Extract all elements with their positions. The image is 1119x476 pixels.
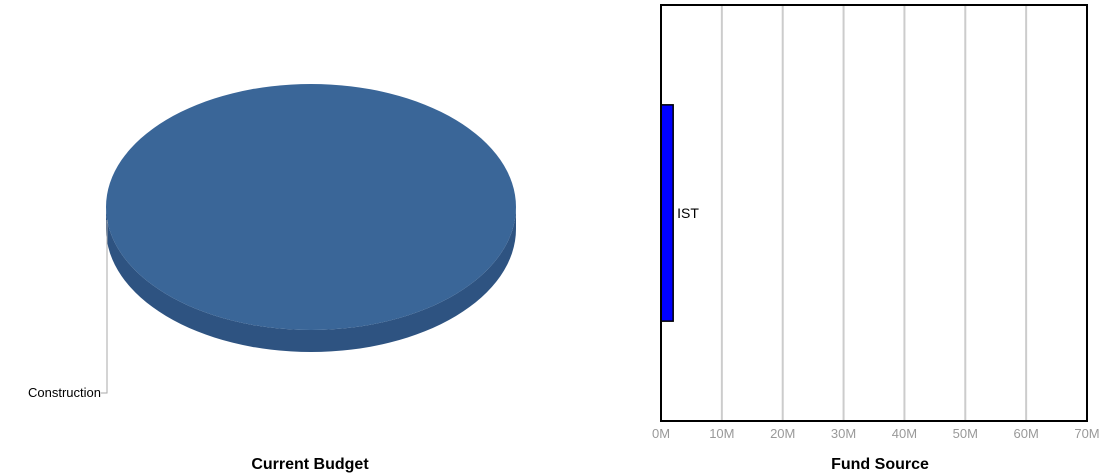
plot-frame [660,4,1088,422]
pie-slice[interactable] [106,84,516,330]
bar-chart-title: Fund Source [831,456,929,473]
x-tick-label: 0M [652,426,670,441]
pie-chart: Construction [28,84,516,400]
pie-leader-line [101,220,108,394]
pie-chart-title: Current Budget [251,456,369,473]
x-tick-label: 40M [892,426,917,441]
bar-category-label: IST [677,205,699,221]
x-tick-label: 10M [709,426,734,441]
x-tick-label: 20M [770,426,795,441]
x-tick-label: 50M [953,426,978,441]
pie-slice-side [106,207,516,352]
pie-slice-label: Construction [28,385,101,400]
x-tick-label: 30M [831,426,856,441]
bar[interactable] [660,104,674,322]
fund-source-panel: IST 0M 10M 20M 30M 40M 50M 60M 70M Fund Source [620,0,1119,476]
x-tick-label: 60M [1013,426,1038,441]
current-budget-panel: Construction Current Budget [28,84,516,473]
bar-chart: IST 0M 10M 20M 30M 40M 50M 60M 70M [652,4,1100,441]
x-tick-label: 70M [1074,426,1099,441]
